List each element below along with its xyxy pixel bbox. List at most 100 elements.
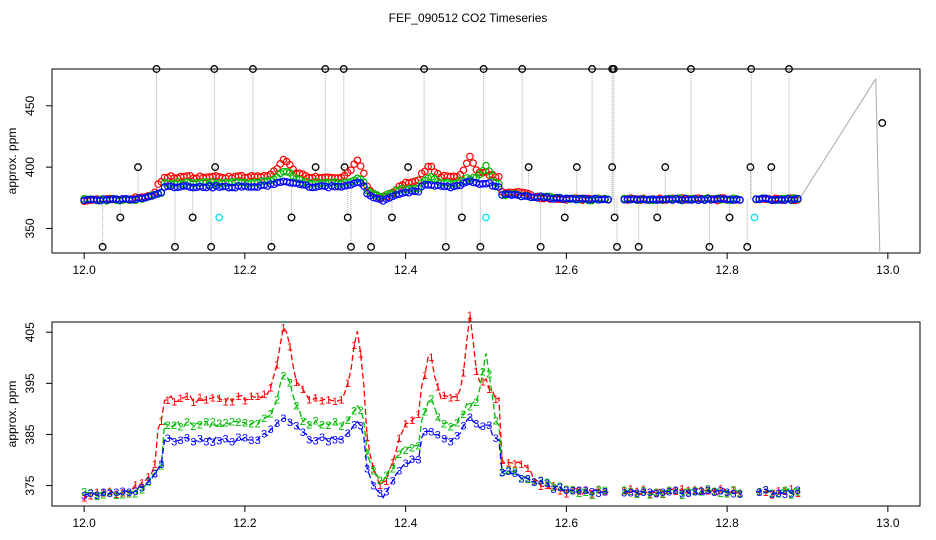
spike-point [343, 213, 352, 222]
series-1-marker: 1 [313, 392, 319, 404]
series-2-marker: 2 [730, 484, 736, 496]
series-3-marker: 3 [711, 487, 717, 499]
series-2-marker: 2 [287, 378, 293, 390]
series-2-marker: 2 [583, 487, 589, 499]
series-3-marker: 3 [698, 486, 704, 498]
series-1-marker: 1 [795, 488, 801, 500]
series-3-marker: 3 [756, 487, 762, 499]
spike-point [572, 163, 581, 172]
spike-point [661, 163, 670, 172]
series-1-marker: 1 [544, 480, 550, 492]
spike-point [207, 242, 216, 251]
series-1-marker: 1 [274, 359, 280, 371]
series-3-marker: 3 [788, 488, 794, 500]
series-3-marker: 3 [486, 420, 492, 432]
series-2-marker: 2 [480, 366, 486, 378]
series-1-marker: 1 [88, 490, 94, 502]
series-2-marker: 2 [679, 490, 685, 502]
spike-point [441, 242, 450, 251]
series-1-marker: 1 [673, 486, 679, 498]
series-1-marker: 1 [81, 493, 87, 505]
series-3-marker: 3 [325, 437, 331, 449]
series-3-marker: 3 [139, 482, 145, 494]
series-2-marker: 2 [634, 489, 640, 501]
series-2-point [482, 161, 490, 170]
series-2-marker: 2 [145, 477, 151, 489]
series-3-marker: 3 [351, 420, 357, 432]
series-1-marker: 1 [525, 463, 531, 475]
series-3-marker: 3 [763, 484, 769, 496]
bottom-y-axis: 375 385 395 405 [23, 322, 52, 496]
series-2-marker: 2 [248, 419, 254, 431]
series-3-marker: 3 [255, 435, 261, 447]
top-x-tick-label: 12.0 [72, 263, 96, 277]
series-2-marker: 2 [557, 481, 563, 493]
series-3-marker: 3 [203, 436, 209, 448]
series-1-marker: 1 [538, 481, 544, 493]
spike-point [608, 163, 617, 172]
series-3-marker: 3 [570, 485, 576, 497]
top-y-label: approx. ppm [5, 128, 19, 195]
series-2-marker: 2 [763, 484, 769, 496]
series-3-marker: 3 [338, 434, 344, 446]
spike-point [347, 242, 355, 251]
spike-point [457, 213, 466, 222]
series-1-marker: 1 [788, 484, 794, 496]
series-3-marker: 3 [403, 458, 409, 470]
series-2-marker: 2 [280, 370, 286, 382]
series-1-marker: 1 [203, 395, 209, 407]
series-3-marker: 3 [647, 487, 653, 499]
series-3-point [794, 194, 802, 203]
series-3-marker: 3 [435, 430, 441, 442]
series-3-marker: 3 [480, 421, 486, 433]
series-3-marker: 3 [775, 488, 781, 500]
series-2-point [488, 172, 497, 180]
series-3-marker: 3 [769, 489, 775, 501]
series-2-marker: 2 [126, 489, 132, 501]
top-y-axis: 350 400 450 [23, 95, 52, 238]
series-3-marker: 3 [673, 485, 679, 497]
series-3-marker: 3 [718, 485, 724, 497]
series-3-marker: 3 [268, 424, 274, 436]
series-3-marker: 3 [396, 465, 402, 477]
spike-point [743, 242, 752, 251]
series-1-marker: 1 [235, 391, 241, 403]
series-2-marker: 2 [306, 420, 312, 432]
series-1-point [427, 162, 436, 171]
series-2-marker: 2 [197, 419, 203, 431]
spike-point [634, 242, 643, 251]
series-2-marker: 2 [216, 418, 222, 430]
cyan-point [750, 213, 759, 222]
series-3-marker: 3 [409, 454, 415, 466]
series-1-point [469, 159, 477, 167]
series-2-marker: 2 [338, 421, 344, 433]
series-1-marker: 1 [280, 323, 286, 335]
series-3-marker: 3 [525, 473, 531, 485]
series-2-marker: 2 [229, 416, 235, 428]
series-1-marker: 1 [287, 341, 293, 353]
series-3-marker: 3 [550, 484, 556, 496]
series-3-point [154, 189, 162, 198]
series-1-marker: 1 [152, 459, 158, 471]
series-3-marker: 3 [210, 437, 216, 449]
series-2-marker: 2 [383, 470, 389, 482]
series-3-marker: 3 [88, 488, 94, 500]
series-3-marker: 3 [505, 466, 511, 478]
series-3-marker: 3 [345, 428, 351, 440]
series-2-marker: 2 [178, 422, 184, 434]
series-1-marker: 1 [512, 458, 518, 470]
series-2-marker: 2 [621, 485, 627, 497]
series-3-marker: 3 [126, 487, 132, 499]
series-1-marker: 1 [210, 393, 216, 405]
series-2-marker: 2 [274, 394, 280, 406]
spike-point [116, 213, 125, 222]
series-2-marker: 2 [576, 488, 582, 500]
series-1-marker: 1 [782, 486, 788, 498]
spike-point [152, 65, 161, 73]
series-1-marker: 1 [345, 378, 351, 390]
series-3-marker: 3 [223, 434, 229, 446]
series-1-marker: 1 [190, 397, 196, 409]
series-1-marker: 1 [158, 416, 164, 428]
series-2-marker: 2 [460, 409, 466, 421]
